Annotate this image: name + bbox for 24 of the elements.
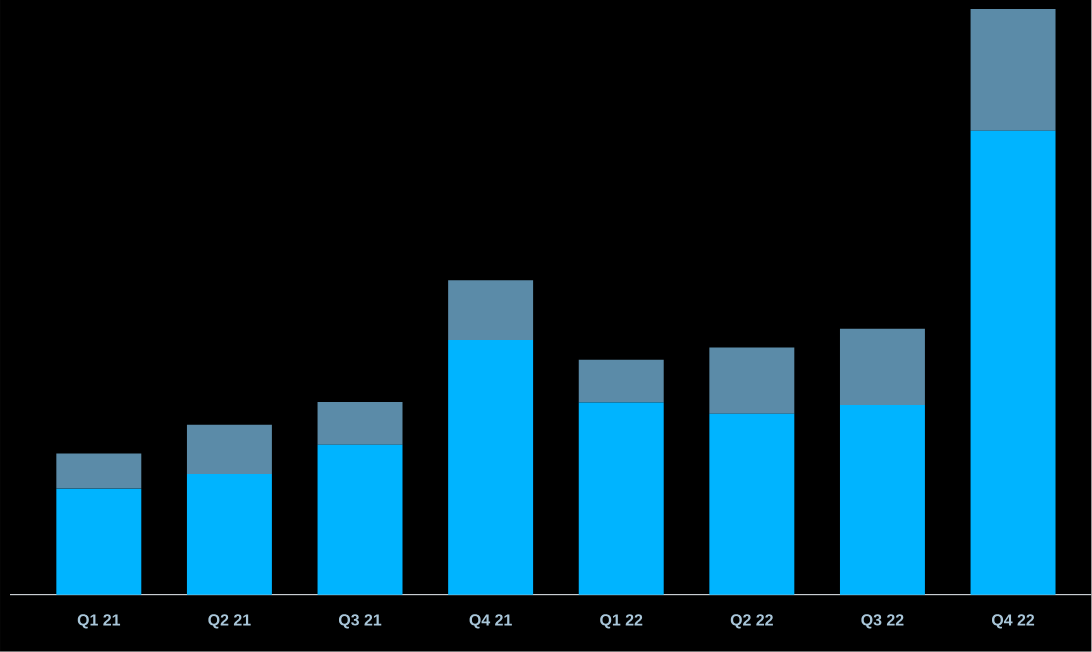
x-tick-label: Q3 22 [861,614,904,629]
x-tick-label: Q1 22 [600,614,643,629]
bar [578,402,664,595]
x-tick-label: Q4 21 [469,614,512,629]
bar [56,453,142,489]
bar [448,340,534,595]
bar [970,9,1056,131]
bar [317,444,403,595]
x-tick-label: Q2 21 [208,614,251,629]
x-tick-label: Q1 21 [77,614,121,629]
bar [578,359,664,403]
bar [186,474,272,595]
bar [839,405,925,595]
bar [317,402,403,445]
bar [709,413,795,595]
x-tick-label: Q4 22 [992,614,1035,629]
bar [186,425,272,475]
bar [448,280,534,341]
bar [56,488,142,595]
bar [970,130,1056,595]
bar [839,328,925,406]
x-tick-label: Q3 21 [338,614,382,629]
bar [709,347,795,414]
x-tick-label: Q2 22 [730,614,773,629]
